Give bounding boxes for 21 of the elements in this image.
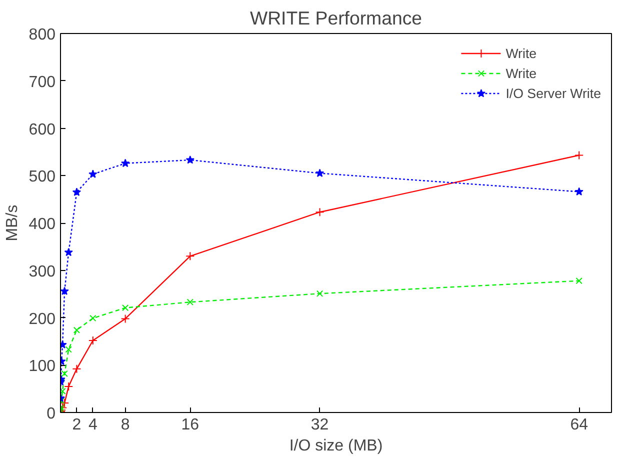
y-tick-label: 700 xyxy=(28,74,56,91)
legend-label: Write xyxy=(506,46,537,60)
y-tick-label: 500 xyxy=(28,168,56,186)
legend-label: I/O Server Write xyxy=(506,86,601,100)
y-tick-label: 600 xyxy=(28,121,56,138)
y-tick-label: 400 xyxy=(28,216,56,233)
y-tick-label: 200 xyxy=(28,310,56,328)
y-tick-label: 800 xyxy=(28,26,56,44)
legend-label: Write xyxy=(506,66,537,80)
x-tick-label: 2 xyxy=(72,416,82,434)
y-tick-label: 100 xyxy=(28,358,56,376)
chart-title: WRITE Performance xyxy=(250,8,422,28)
y-axis-title: MB/s xyxy=(4,204,21,242)
y-tick-label: 0 xyxy=(46,406,56,422)
x-tick-label: 16 xyxy=(181,416,200,434)
x-tick-label: 4 xyxy=(88,416,98,434)
x-axis-title: I/O size (MB) xyxy=(289,438,383,454)
x-tick-label: 64 xyxy=(570,416,588,434)
x-tick-label: 32 xyxy=(310,416,329,434)
y-tick-label: 300 xyxy=(28,263,56,280)
x-tick-label: 8 xyxy=(120,416,130,434)
